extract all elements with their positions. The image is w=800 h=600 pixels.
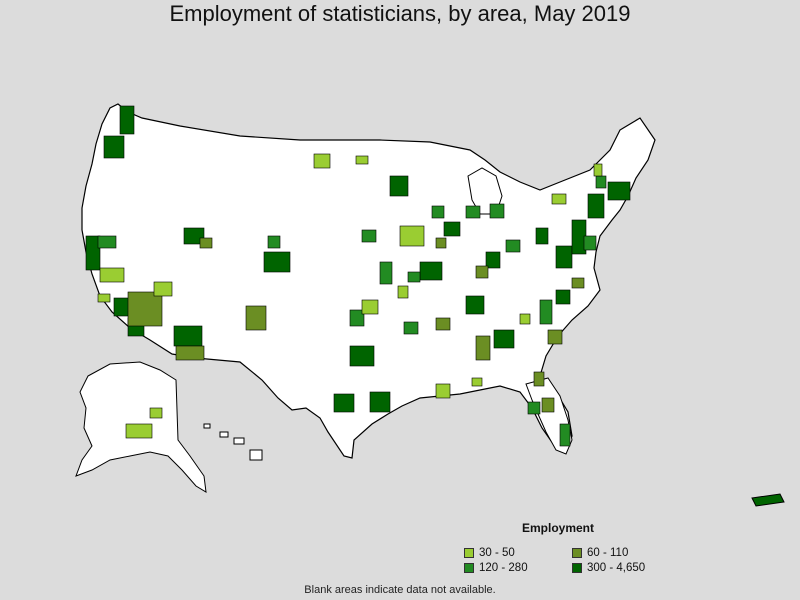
legend-item-120-280: 120 - 280: [464, 562, 528, 574]
areas-300-4650: [85, 105, 631, 413]
footnote: Blank areas indicate data not available.: [304, 584, 496, 596]
puerto-rico-outline: [751, 493, 785, 507]
legend-swatch-60-110: [572, 548, 582, 558]
map-title: Employment of statisticians, by area, Ma…: [169, 1, 631, 26]
legend-item-60-110: 60 - 110: [572, 547, 628, 559]
hawaii-islands: [203, 423, 263, 461]
legend-item-300-4650: 300 - 4,650: [572, 562, 645, 574]
legend-item-30-50: 30 - 50: [464, 547, 515, 559]
legend-swatch-120-280: [464, 563, 474, 573]
areas-30-50: [97, 153, 603, 439]
legend-swatch-300-4650: [572, 563, 582, 573]
areas-60-110: [127, 237, 585, 413]
legend-title: Employment: [522, 521, 595, 535]
legend-swatch-30-50: [464, 548, 474, 558]
legend-label-60-110: 60 - 110: [587, 547, 629, 559]
legend-label-120-280: 120 - 280: [479, 562, 528, 574]
legend-label-300-4650: 300 - 4,650: [587, 562, 646, 574]
legend-label-30-50: 30 - 50: [479, 547, 515, 559]
areas-120-280: [97, 175, 607, 447]
